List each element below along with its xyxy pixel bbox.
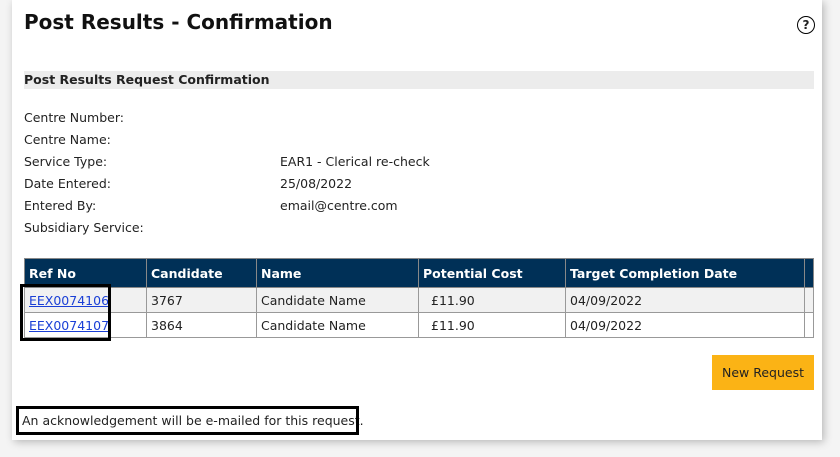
field-service-type: Service Type: EAR1 - Clerical re-check <box>24 154 430 169</box>
col-target-date: Target Completion Date <box>565 258 805 288</box>
table-row: EEX0074107 3864 Candidate Name £11.90 04… <box>24 312 814 338</box>
cell: £11.90 <box>418 287 566 313</box>
cell: 3864 <box>146 312 257 338</box>
col-cost: Potential Cost <box>418 258 566 288</box>
cell: Candidate Name <box>256 312 419 338</box>
new-request-button[interactable]: New Request <box>712 355 814 390</box>
table-row: EEX0074106 3767 Candidate Name £11.90 04… <box>24 287 814 313</box>
cell: Candidate Name <box>256 287 419 313</box>
field-date-entered: Date Entered: 25/08/2022 <box>24 176 353 191</box>
field-subsidiary-service: Subsidiary Service: <box>24 220 144 235</box>
col-ref-no: Ref No <box>24 258 147 288</box>
help-icon[interactable]: ? <box>797 16 815 34</box>
cell <box>804 312 814 338</box>
cell <box>804 287 814 313</box>
acknowledgement-text: An acknowledgement will be e-mailed for … <box>22 413 364 428</box>
cell: £11.90 <box>418 312 566 338</box>
col-name: Name <box>256 258 419 288</box>
confirmation-panel: Post Results - Confirmation ? Post Resul… <box>12 0 822 440</box>
ref-link[interactable]: EEX0074106 <box>29 292 110 308</box>
field-centre-number: Centre Number: <box>24 110 124 125</box>
section-header: Post Results Request Confirmation <box>24 71 814 89</box>
col-extra <box>804 258 814 288</box>
field-centre-name: Centre Name: <box>24 132 111 147</box>
highlight-box <box>16 406 359 435</box>
ref-link[interactable]: EEX0074107 <box>29 317 110 333</box>
cell: 3767 <box>146 287 257 313</box>
col-candidate: Candidate <box>146 258 257 288</box>
results-table: Ref No Candidate Name Potential Cost Tar… <box>24 258 814 338</box>
page-title: Post Results - Confirmation <box>24 10 333 34</box>
table-header: Ref No Candidate Name Potential Cost Tar… <box>24 258 814 288</box>
cell: 04/09/2022 <box>565 287 805 313</box>
highlight-box <box>20 284 111 341</box>
field-entered-by: Entered By: email@centre.com <box>24 198 398 213</box>
cell: 04/09/2022 <box>565 312 805 338</box>
